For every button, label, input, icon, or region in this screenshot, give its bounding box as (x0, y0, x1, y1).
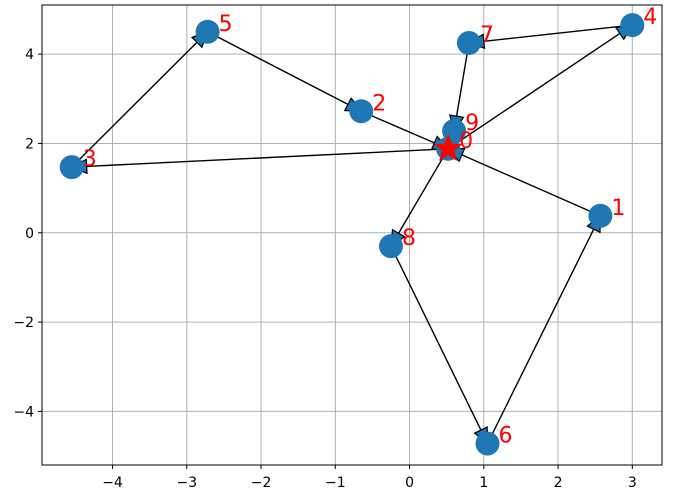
point-label-6: 6 (499, 424, 513, 449)
start-star-marker (433, 133, 463, 161)
x-tick-label: 1 (479, 475, 488, 491)
point-label-7: 7 (480, 23, 494, 48)
x-tick-label: −3 (176, 475, 197, 491)
data-point-4 (620, 13, 645, 38)
plot-frame (41, 4, 663, 466)
y-tick-label: 0 (25, 226, 34, 242)
point-label-8: 8 (402, 226, 416, 251)
point-label-3: 3 (83, 147, 97, 172)
point-labels: 0 1 2 3 4 5 6 7 8 9 (83, 5, 658, 448)
point-label-9: 9 (465, 111, 479, 136)
data-point-2 (349, 99, 374, 124)
y-tick-label: −4 (13, 404, 34, 420)
point-label-4: 4 (643, 5, 657, 30)
data-point-8 (378, 234, 403, 259)
x-tick-label: 3 (628, 475, 637, 491)
data-point-6 (475, 431, 500, 456)
data-point-3 (59, 155, 84, 180)
x-axis-ticks: −4 −3 −2 −1 0 1 2 3 (102, 465, 637, 491)
y-tick-label: −2 (13, 315, 34, 331)
y-tick-label: 4 (25, 47, 34, 63)
start-star-icon (433, 133, 463, 161)
x-tick-label: −4 (102, 475, 123, 491)
y-tick-label: 2 (25, 136, 34, 152)
x-tick-label: −2 (251, 475, 272, 491)
data-point-1 (588, 203, 613, 228)
point-label-1: 1 (611, 196, 625, 221)
y-axis-ticks: −4 −2 0 2 4 (13, 47, 42, 420)
x-tick-label: 0 (405, 475, 414, 491)
plot-background (42, 5, 662, 465)
x-tick-label: 2 (554, 475, 563, 491)
x-tick-label: −1 (325, 475, 346, 491)
grid-lines (42, 5, 662, 465)
point-label-2: 2 (372, 91, 386, 116)
point-label-0: 0 (459, 129, 473, 154)
data-point-5 (195, 19, 220, 44)
data-point-7 (456, 30, 481, 55)
point-label-5: 5 (219, 12, 233, 37)
